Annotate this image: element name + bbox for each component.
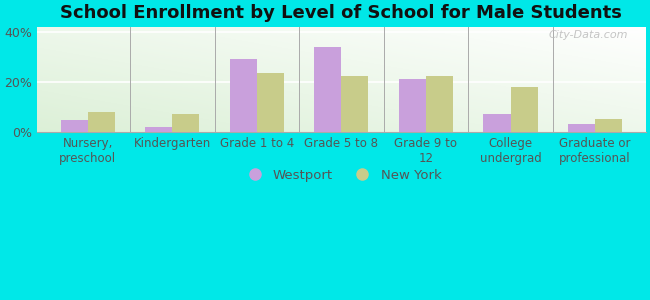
Bar	[484, 113, 510, 133]
Bar	[568, 124, 595, 133]
Bar	[341, 76, 369, 133]
Bar	[399, 80, 426, 133]
Bar	[145, 128, 172, 133]
Bar	[595, 118, 622, 133]
Bar	[426, 76, 453, 133]
Title: School Enrollment by Level of School for Male Students: School Enrollment by Level of School for…	[60, 4, 622, 22]
Bar	[510, 87, 538, 133]
Bar	[60, 120, 88, 133]
Bar	[257, 73, 284, 133]
Bar	[172, 113, 200, 133]
Bar	[88, 112, 114, 133]
Bar	[229, 59, 257, 133]
Bar	[315, 47, 341, 133]
Text: City-Data.com: City-Data.com	[548, 30, 627, 40]
Legend: Westport, New York: Westport, New York	[236, 164, 447, 187]
